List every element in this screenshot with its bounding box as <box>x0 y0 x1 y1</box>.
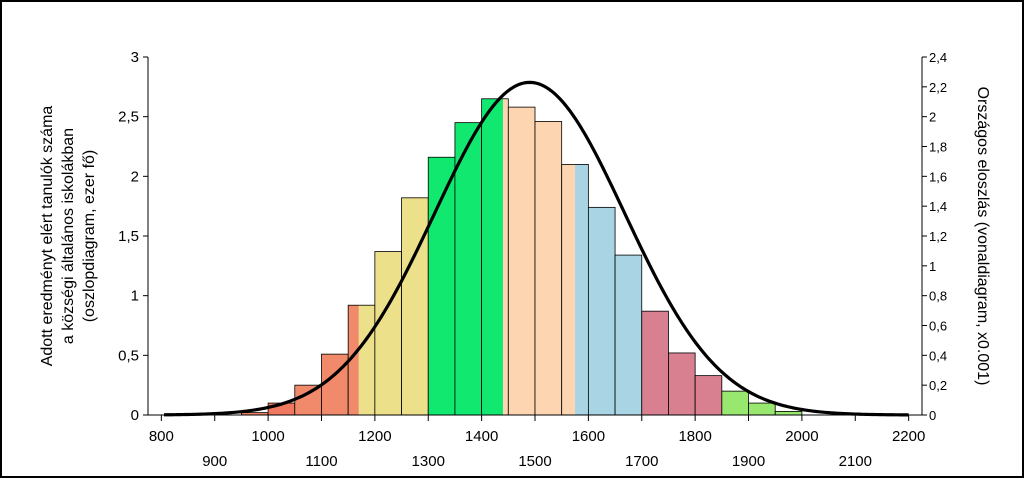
y2-tick-label-6: 1,2 <box>929 229 947 244</box>
x-tick-label-bottom-4: 1700 <box>625 453 658 470</box>
bar-16-fill <box>588 207 616 415</box>
bar-23-fill <box>775 411 802 415</box>
x-tick-label-bottom-1: 1100 <box>305 453 337 470</box>
bar-21-fill <box>721 391 749 415</box>
bar-18-fill <box>641 311 669 415</box>
x-tick-label-top-4: 1600 <box>572 428 605 445</box>
bar-17-fill <box>615 255 642 415</box>
y2-tick-label-4: 0,8 <box>929 289 947 304</box>
x-tick-label-top-6: 2000 <box>785 428 818 445</box>
bar-5-fill <box>294 385 322 415</box>
bar-20-fill <box>695 375 722 415</box>
x-tick-label-top-2: 1200 <box>358 428 391 445</box>
x-tick-label-top-3: 1400 <box>465 428 498 445</box>
x-tick-label-top-5: 1800 <box>678 428 711 445</box>
distribution-curve <box>163 80 909 417</box>
y2-tick-label-1: 0,2 <box>929 378 947 393</box>
bar-4-fill <box>268 403 295 415</box>
labels-layer: 0 0,5 1 1,5 2 2,5 3 0 0,2 0,4 0,6 0,8 1 1,2 1,4 1,6 1,8 2… <box>39 49 991 470</box>
bar-15-left <box>561 164 576 415</box>
x-tick-label-top-0: 800 <box>149 428 174 445</box>
y-tick-label-6: 3 <box>131 49 139 66</box>
y2-tick-label-3: 0,6 <box>929 319 947 334</box>
y2-tick-label-0: 0 <box>929 408 936 423</box>
y2-tick-label-11: 2,2 <box>929 80 947 95</box>
y-tick-label-4: 2 <box>131 168 139 185</box>
y-axis-title-line-1: Adott eredményt elért tanulók száma <box>39 106 56 367</box>
bar-12-left <box>481 98 503 416</box>
x-tick-label-bottom-2: 1300 <box>412 453 445 470</box>
y2-axis-title: Országos eloszlás (vonaldiagram, x0.001) <box>974 87 991 386</box>
y2-tick-label-5: 1 <box>929 259 936 274</box>
y2-tick-label-10: 2 <box>929 110 936 125</box>
bar-19-fill <box>668 352 696 415</box>
bar-11-fill <box>454 122 482 415</box>
bar-8-fill <box>374 251 402 415</box>
y-tick-label-2: 1 <box>131 288 139 305</box>
y2-tick-label-8: 1,6 <box>929 169 947 184</box>
bar-7-left <box>348 305 359 415</box>
y-tick-label-1: 0,5 <box>118 347 139 364</box>
bar-12-right <box>502 98 509 416</box>
bar-3-fill <box>241 412 269 415</box>
y-tick-label-0: 0 <box>131 407 139 424</box>
bar-22-fill <box>748 403 776 415</box>
bar-14-fill <box>535 121 562 415</box>
y-axis-title-line-3: (oszlopdiagram, ezer fő) <box>81 150 98 323</box>
x-tick-label-bottom-6: 2100 <box>839 453 872 470</box>
y-tick-label-3: 1,5 <box>118 228 139 245</box>
curve-layer <box>163 80 909 417</box>
x-tick-label-bottom-5: 1900 <box>732 453 765 470</box>
bar-15-right <box>575 164 589 415</box>
x-tick-label-top-1: 1000 <box>251 428 284 445</box>
axes-layer <box>143 56 927 421</box>
y2-tick-label-12: 2,4 <box>929 50 947 65</box>
y2-tick-label-2: 0,4 <box>929 348 947 363</box>
bar-9-fill <box>401 197 429 415</box>
bars-layer <box>241 98 803 416</box>
bar-13-fill <box>508 107 535 416</box>
y-axis-title-line-2: a községi általános iskolákban <box>60 128 77 344</box>
x-tick-label-bottom-0: 900 <box>202 453 227 470</box>
y2-tick-label-9: 1,8 <box>929 140 947 155</box>
x-tick-label-bottom-3: 1500 <box>518 453 551 470</box>
y2-tick-label-7: 1,4 <box>929 199 947 214</box>
bar-7-right <box>358 305 375 415</box>
y-tick-label-5: 2,5 <box>118 109 139 126</box>
x-tick-label-top-7: 2200 <box>892 428 925 445</box>
